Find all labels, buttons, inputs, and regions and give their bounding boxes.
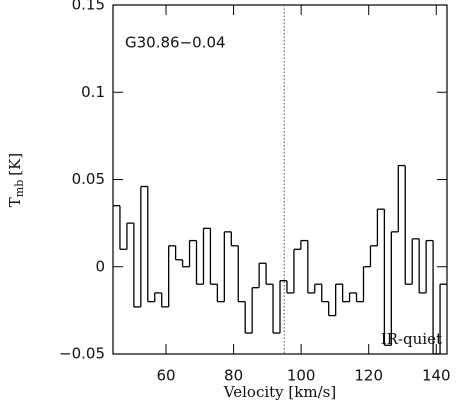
y-tick-label: 0.05: [72, 170, 105, 188]
y-label-main: T: [6, 197, 24, 207]
x-tick-label: 80: [224, 367, 243, 385]
x-tick-label: 60: [156, 367, 175, 385]
y-tick-label: 0.15: [72, 0, 105, 14]
y-axis-label: Tmb [K]: [6, 153, 26, 207]
x-tick-label: 120: [354, 367, 383, 385]
source-annotation: G30.86−0.04: [125, 34, 226, 52]
class-annotation: IR-quiet: [381, 330, 442, 348]
x-tick-label: 140: [422, 367, 451, 385]
x-axis-label: Velocity [km/s]: [223, 383, 336, 401]
y-tick-label: −0.05: [59, 345, 105, 363]
y-tick-label: 0.1: [81, 83, 105, 101]
y-tick-label: 0: [95, 257, 105, 275]
x-tick-label: 100: [287, 367, 316, 385]
y-label-sub: mb: [13, 180, 26, 197]
y-label-unit: [K]: [6, 153, 24, 176]
